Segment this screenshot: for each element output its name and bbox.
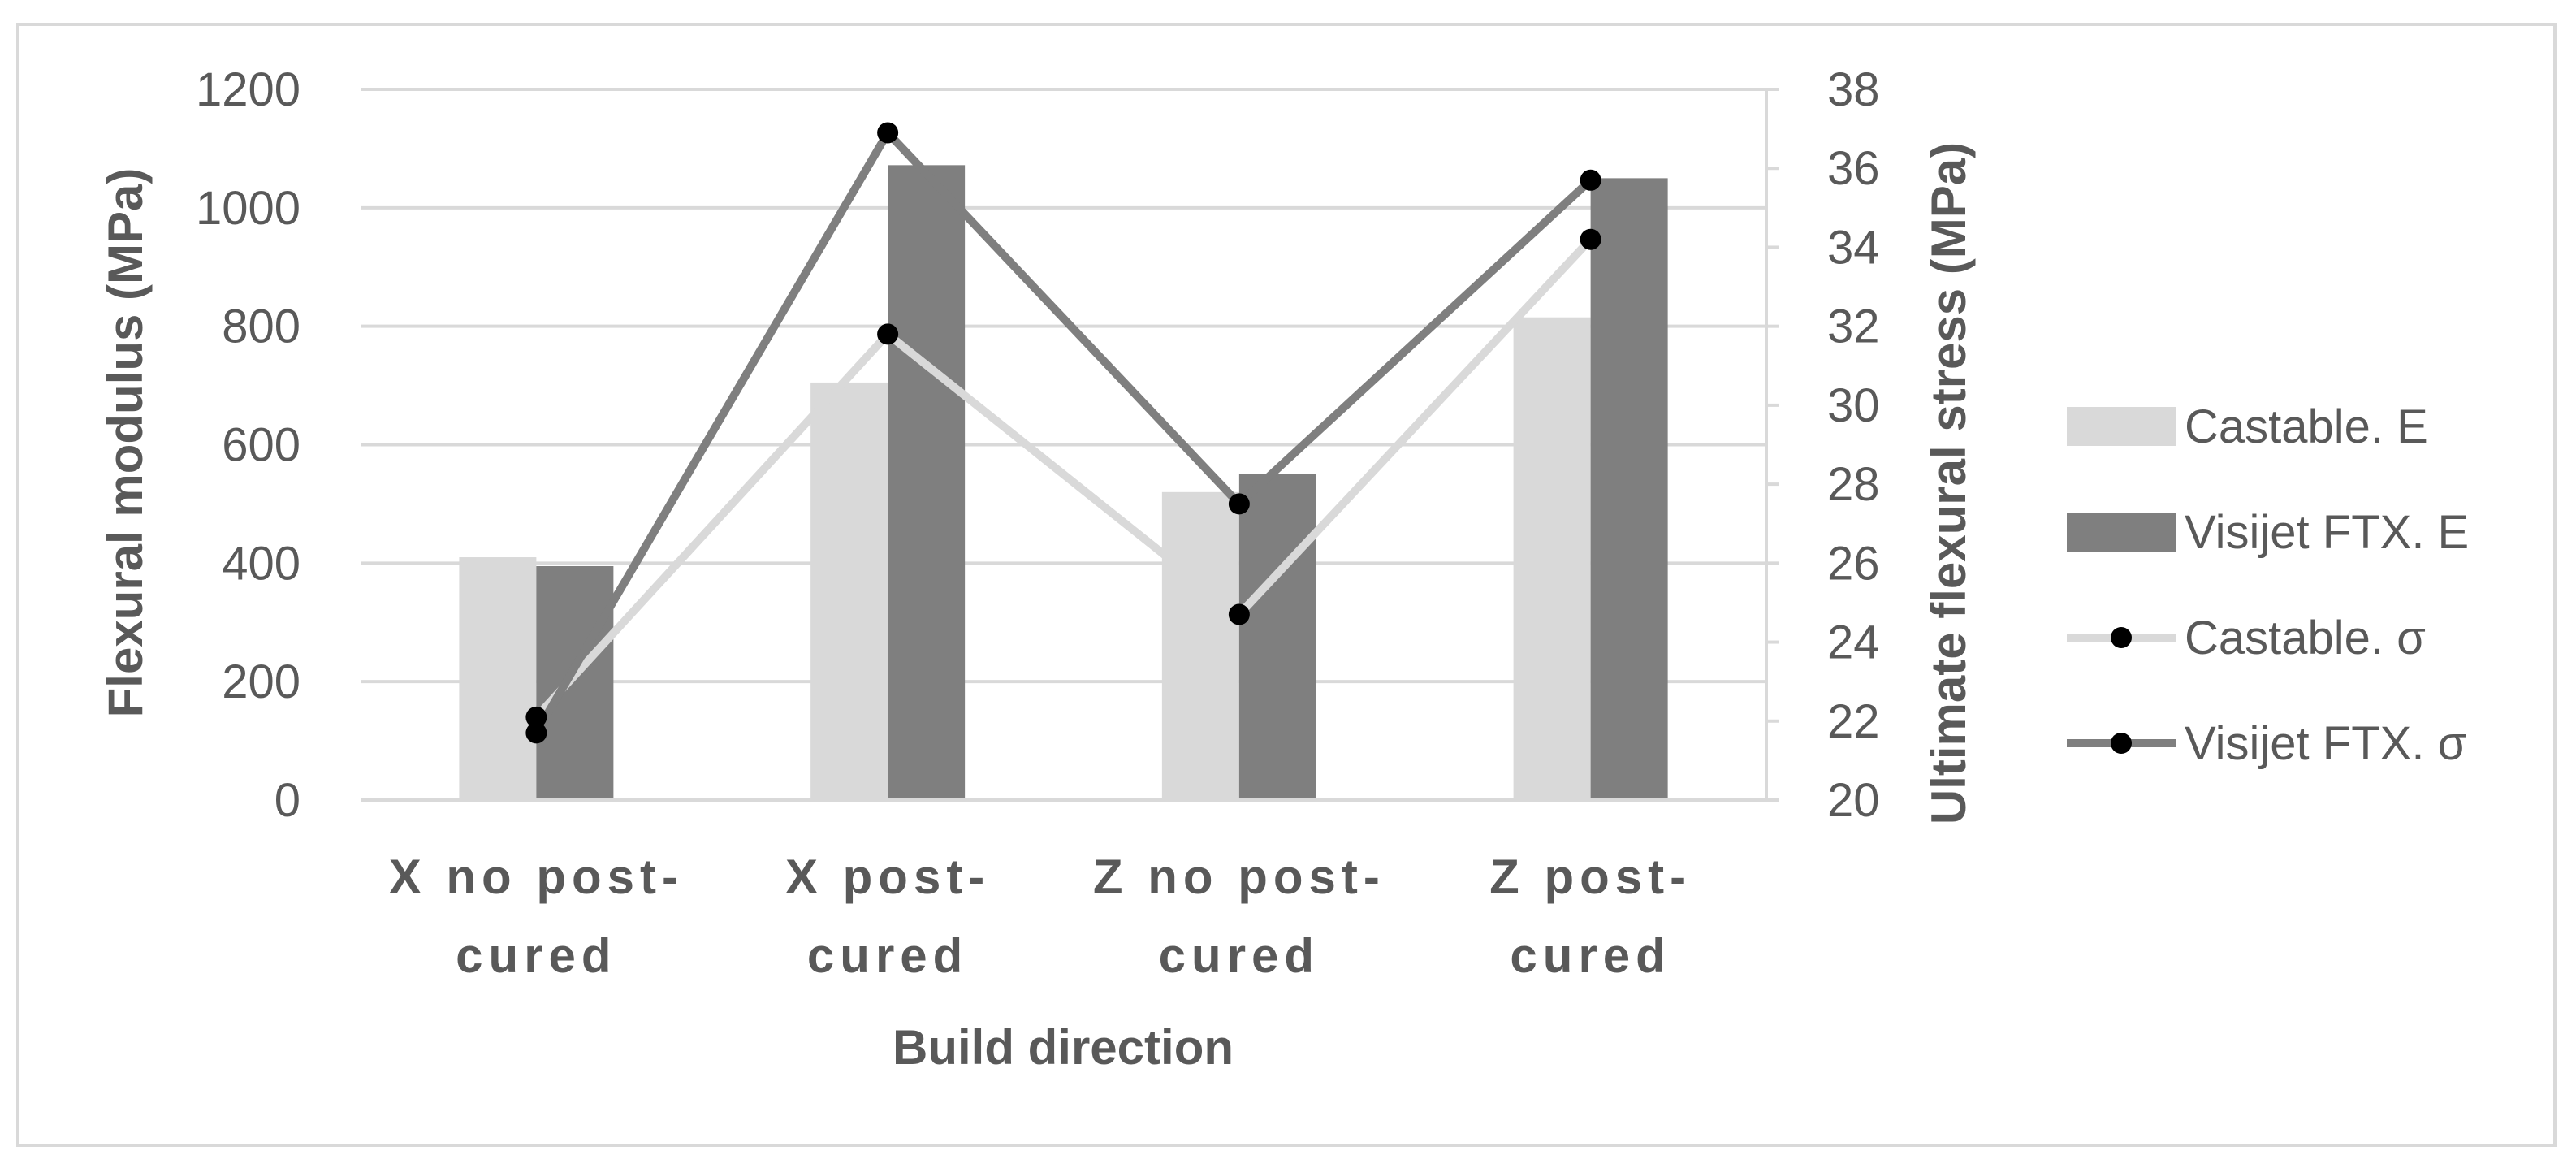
y-tick-label: 600 [222,419,300,472]
data-point [1580,228,1601,250]
series-lines [533,128,1594,735]
data-point [525,722,547,744]
bar [810,382,888,800]
y2-tick-label: 26 [1827,537,1880,590]
bar [459,557,537,800]
legend-swatch [2067,513,2176,552]
x-category-label: cured [1510,928,1671,983]
y-tick-label: 0 [274,774,300,827]
series-line [533,128,1594,735]
data-point [877,323,899,345]
x-axis-title: Build direction [893,1020,1234,1075]
y2-tick-label: 30 [1827,379,1880,432]
legend-label: Castable. E [2185,400,2428,453]
x-category-label: cured [807,928,968,983]
y-tick-label: 400 [222,537,300,590]
y2-tick-label: 36 [1827,142,1880,195]
series-markers [525,122,1601,744]
y2-axis-title: Ultimate flexural stress (MPa) [1921,142,1976,824]
data-point [1228,493,1250,515]
legend-label: Visijet FTX. E [2185,506,2469,559]
y2-tick-label: 28 [1827,458,1880,511]
legend-swatch [2067,407,2176,446]
x-category-label: X no post- [389,850,684,904]
data-point [877,122,899,144]
y2-axis-ticks: 20 22 24 26 28 30 32 34 36 38 [1766,63,1880,827]
data-point [525,706,547,728]
legend-marker [2111,627,2132,648]
y2-tick-label: 20 [1827,774,1880,827]
x-axis-categories: X no post-cured X post-cured Z no post-cur… [389,850,1692,983]
bar [1161,491,1239,800]
bar [1238,474,1316,800]
legend-label: Visijet FTX. σ [2185,717,2466,770]
x-category-label: cured [456,928,616,983]
data-point [1228,603,1250,625]
y-tick-label: 800 [222,301,300,353]
y-tick-label: 200 [222,655,300,708]
legend-marker [2111,733,2132,754]
y2-tick-label: 22 [1827,695,1880,748]
bar [536,565,614,800]
x-category-label: Z no post- [1093,850,1385,904]
legend: Castable. E Visijet FTX. E Castable. σ Visi… [2067,400,2469,770]
y-axis-title: Flexural modulus (MPa) [98,168,153,718]
x-category-label: Z post- [1489,850,1692,904]
y2-tick-label: 24 [1827,616,1880,669]
y-axis-ticks: 0 200 400 600 800 1000 1200 [196,63,300,827]
y2-tick-label: 32 [1827,301,1880,353]
x-category-label: X post- [785,850,990,904]
bar [1513,317,1591,801]
bar [888,165,966,801]
x-category-label: cured [1159,928,1320,983]
data-point [1580,169,1601,191]
bar [1590,178,1668,800]
legend-label: Castable. σ [2185,612,2426,664]
y2-tick-label: 38 [1827,63,1880,116]
y-tick-label: 1000 [196,182,300,235]
bars [459,165,1668,801]
y2-tick-label: 34 [1827,221,1880,274]
y-tick-label: 1200 [196,63,300,116]
series-line [533,236,1594,720]
